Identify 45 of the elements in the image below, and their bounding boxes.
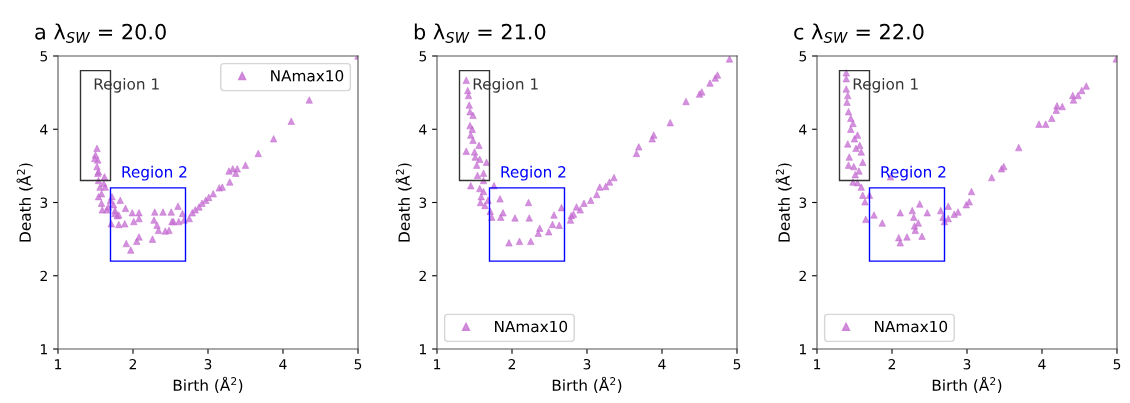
chart-title: b λ$_{SW}$ = 21.0 <box>414 23 546 43</box>
x-tick-label: 5 <box>1113 359 1121 370</box>
annotation: Region 2 <box>501 165 566 181</box>
y-tick-label: 3 <box>799 197 807 208</box>
x-tick-label: 1 <box>434 359 441 370</box>
chart-title: c λ$_{SW}$ = 22.0 <box>794 23 924 43</box>
annotation: Region 2 <box>122 165 187 181</box>
x-tick-label: 1 <box>814 359 821 370</box>
x-tick-label: 2 <box>129 358 137 370</box>
x-tick-label: 2 <box>888 358 896 370</box>
y-axis-title: Death (Å$^{2}$) <box>775 163 792 242</box>
x-tick-label: 1 <box>55 359 62 370</box>
y-tick-label: 4 <box>799 124 807 135</box>
y-tick-label: 3 <box>40 197 48 208</box>
y-tick-label: 2 <box>419 270 426 282</box>
x-tick-label: 4 <box>279 359 287 370</box>
y-tick-label: 4 <box>40 124 48 135</box>
y-tick-label: 3 <box>419 197 427 208</box>
chart-title: a λ$_{SW}$ = 20.0 <box>35 23 166 43</box>
y-tick-label: 1 <box>799 344 806 355</box>
y-axis-title: Death (Å$^{2}$) <box>16 163 33 242</box>
y-tick-label: 5 <box>799 51 807 62</box>
x-axis-title: Birth (Å$^{2}$) <box>552 376 622 393</box>
x-tick-label: 3 <box>204 358 212 370</box>
x-tick-label: 5 <box>354 359 362 370</box>
legend-label: NAmax10 <box>271 70 344 82</box>
x-axis-title: Birth (Å$^{2}$) <box>932 376 1002 393</box>
y-tick-label: 1 <box>419 344 426 355</box>
y-tick-label: 2 <box>40 270 47 282</box>
legend-label: NAmax10 <box>495 320 568 333</box>
x-tick-label: 3 <box>583 358 591 370</box>
y-tick-label: 2 <box>799 270 806 282</box>
y-tick-label: 4 <box>419 124 427 135</box>
annotation: Region 2 <box>881 165 946 181</box>
x-tick-label: 5 <box>733 359 741 370</box>
x-tick-label: 4 <box>658 359 666 370</box>
y-tick-label: 1 <box>40 344 47 355</box>
y-tick-label: 5 <box>419 51 427 62</box>
x-tick-label: 4 <box>1038 359 1046 370</box>
legend-label: NAmax10 <box>875 320 948 333</box>
y-tick-label: 5 <box>40 51 48 62</box>
x-tick-label: 2 <box>508 358 516 370</box>
x-tick-label: 3 <box>963 358 971 370</box>
y-axis-title: Death (Å$^{2}$) <box>395 163 412 242</box>
x-axis-title: Birth (Å$^{2}$) <box>173 376 243 393</box>
